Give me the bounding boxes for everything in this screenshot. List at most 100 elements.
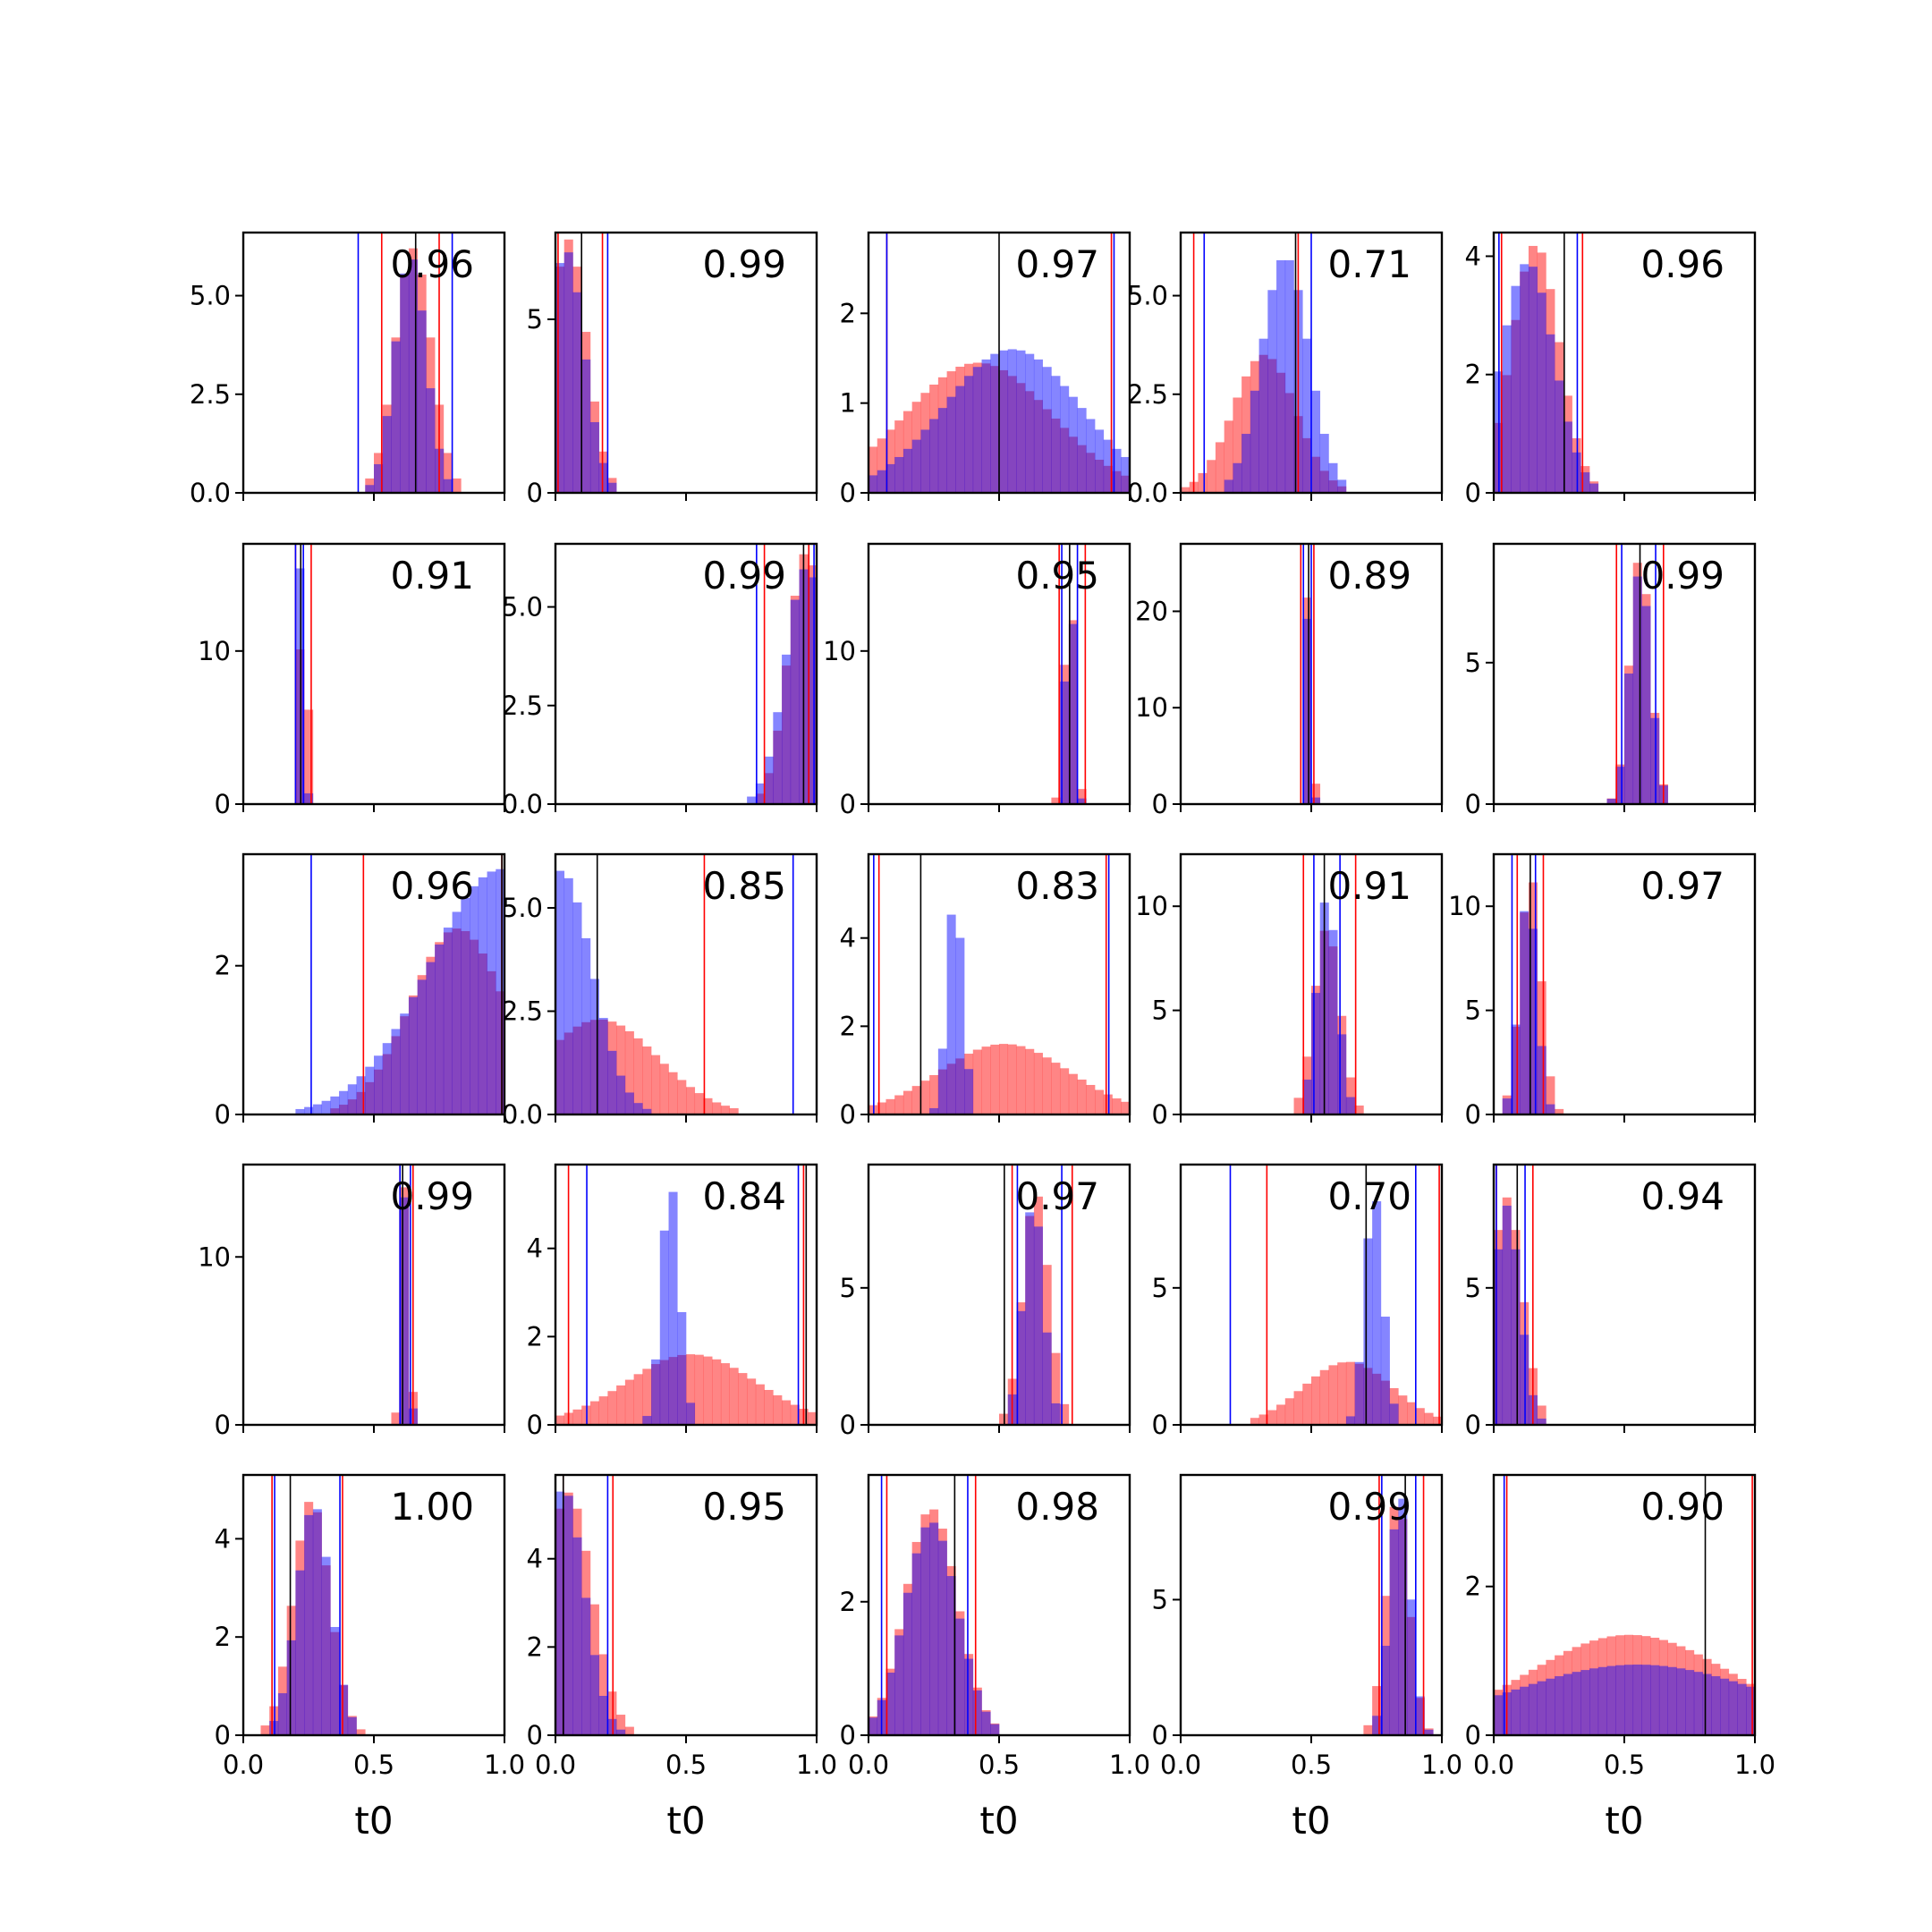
blue-bar [426, 962, 436, 1114]
blue-bar [642, 1416, 652, 1425]
red-bar [365, 1081, 375, 1114]
red-bar [391, 1036, 401, 1114]
blue-histogram [269, 1509, 357, 1735]
red-bar [1380, 1380, 1390, 1425]
red-bar [1267, 359, 1277, 493]
red-bar [1095, 459, 1105, 493]
red-bar [1502, 1197, 1512, 1425]
red-bar [426, 956, 436, 1114]
panel-value-label: 0.71 [1327, 242, 1411, 286]
y-tick-label: 0 [1465, 1410, 1481, 1440]
blue-bar [902, 448, 912, 493]
blue-bar [894, 456, 904, 493]
red-bar [1398, 1519, 1408, 1735]
red-bar [400, 1187, 410, 1425]
red-bar [1077, 1079, 1087, 1114]
x-tick-label: 0.5 [665, 1750, 707, 1780]
blue-bar [435, 944, 445, 1114]
red-bar [677, 1080, 687, 1114]
panel-18: 050.70 [1152, 1163, 1444, 1440]
panel-7: 0 10 0.95 [823, 542, 1131, 819]
blue-bar [365, 1066, 375, 1114]
red-bar [1537, 981, 1546, 1114]
blue-bar [1025, 1212, 1035, 1425]
y-tick-label: 10 [1135, 692, 1168, 723]
red-bar [920, 393, 930, 493]
red-bar [1051, 1063, 1061, 1114]
blue-bar [1086, 419, 1096, 493]
x-tick-label: 0.0 [848, 1750, 889, 1780]
red-bar [1198, 472, 1208, 493]
blue-bar [1572, 1672, 1581, 1735]
blue-bar [1720, 1678, 1730, 1735]
red-bar [1720, 1668, 1730, 1735]
blue-bar [365, 485, 375, 493]
blue-bar [677, 1311, 687, 1425]
blue-bar [894, 1635, 904, 1735]
red-bar [677, 1354, 687, 1425]
panel-0: 0.0 2.5 5.0 0.96 [190, 231, 506, 508]
blue-bar [589, 421, 599, 493]
blue-bar [321, 1100, 331, 1114]
red-bar [365, 478, 375, 493]
blue-bar [589, 1655, 599, 1735]
red-bar [598, 1396, 608, 1425]
red-bar [1433, 1416, 1443, 1425]
red-bar [808, 1411, 818, 1425]
red-bar [1537, 1665, 1546, 1735]
blue-bar [581, 359, 591, 493]
red-bar [877, 1102, 886, 1114]
red-histogram [869, 1044, 1131, 1114]
blue-bar [408, 259, 418, 493]
red-bar [964, 1054, 974, 1114]
blue-bar [616, 1729, 626, 1735]
blue-bar [461, 897, 470, 1114]
blue-bar [946, 1576, 956, 1735]
blue-bar [452, 911, 462, 1114]
red-bar [1241, 376, 1251, 493]
y-tick-label: 10 [823, 636, 856, 666]
red-bar [1267, 1410, 1277, 1425]
blue-bar [426, 388, 436, 493]
blue-bar [1632, 1665, 1642, 1735]
red-bar [1658, 1640, 1668, 1735]
x-tick-label: 0.5 [1291, 1750, 1332, 1780]
red-bar [1250, 360, 1259, 493]
red-bar [668, 1357, 678, 1425]
red-bar [1389, 1387, 1399, 1425]
blue-bar [686, 1402, 696, 1425]
blue-bar [1528, 1683, 1538, 1735]
y-tick-label: 2 [215, 1622, 231, 1652]
red-bar [1293, 1097, 1303, 1114]
red-bar [1597, 1638, 1607, 1735]
red-bar [1207, 460, 1216, 493]
red-bar [1624, 1634, 1634, 1735]
y-tick-label: 2.5 [190, 379, 231, 410]
red-bar [1284, 393, 1294, 493]
panel-22: 0 2 0.0 0.5 1.0 0.98 t0 [840, 1473, 1150, 1843]
red-bar [478, 953, 487, 1114]
blue-bar [347, 1716, 357, 1735]
blue-bar [747, 796, 757, 804]
red-bar [869, 446, 878, 493]
blue-bar [1345, 1097, 1355, 1114]
blue-bar [1520, 1686, 1530, 1735]
blue-bar [417, 310, 427, 493]
red-bar [572, 1508, 582, 1735]
red-bar [946, 1565, 956, 1735]
red-histogram [1051, 620, 1087, 804]
blue-bar [1615, 1665, 1625, 1735]
blue-bar [920, 429, 930, 493]
blue-bar [964, 1658, 974, 1735]
panel-value-label: 1.00 [390, 1485, 474, 1529]
red-bar [374, 1069, 384, 1114]
blue-bar [808, 577, 818, 804]
blue-bar [1650, 1665, 1660, 1735]
y-tick-label: 0 [1152, 789, 1168, 819]
red-bar [1528, 1669, 1538, 1735]
blue-bar [374, 1055, 384, 1114]
y-tick-label: 5.0 [502, 592, 543, 623]
blue-bar [990, 353, 1000, 493]
blue-bar [1095, 429, 1105, 493]
